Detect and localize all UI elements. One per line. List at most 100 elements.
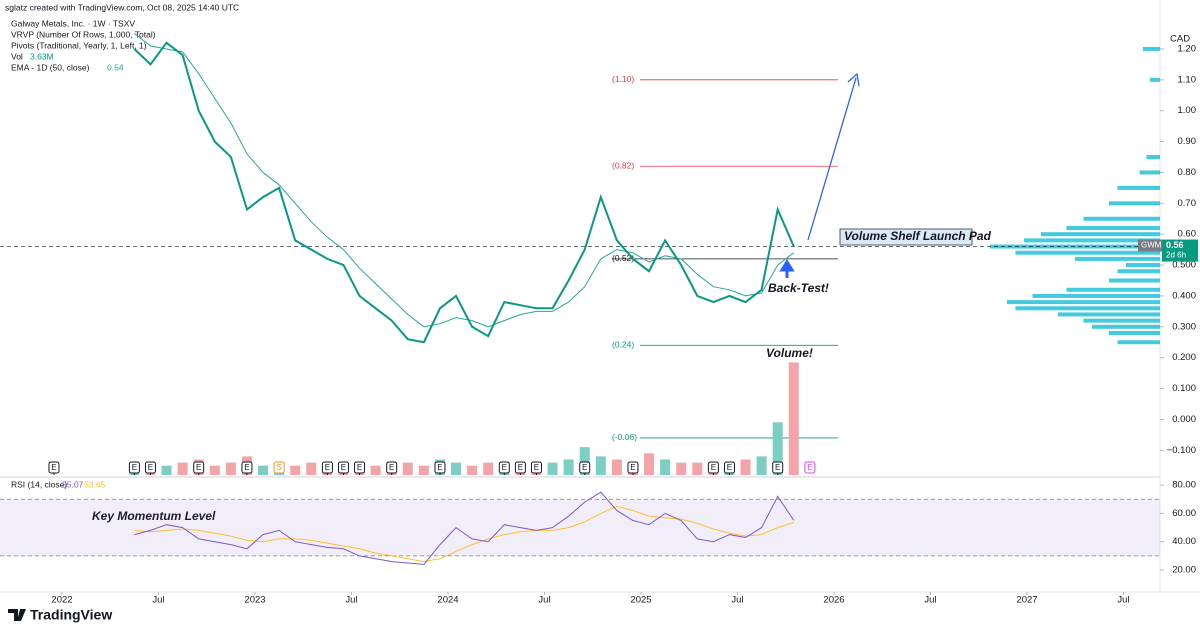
volume-bar bbox=[676, 462, 687, 475]
volume-bar bbox=[756, 456, 767, 475]
x-tick-label: 2026 bbox=[823, 595, 844, 606]
event-label: E bbox=[630, 463, 635, 472]
volume-profile-bar bbox=[1007, 300, 1160, 305]
event-label: E bbox=[148, 463, 153, 472]
legend-rsi-ma: 53.65 bbox=[84, 479, 106, 489]
volume-profile-bar bbox=[1015, 306, 1160, 311]
legend-ema: EMA - 1D (50, close) bbox=[11, 62, 90, 72]
volume-bar bbox=[644, 453, 655, 475]
legend-volume-value: 3.63M bbox=[30, 51, 54, 61]
legend-symbol: Galway Metals, Inc. · 1W · TSXV bbox=[11, 18, 135, 28]
y-tick-label: 0.300 bbox=[1172, 321, 1196, 332]
event-marker bbox=[273, 461, 285, 474]
rsi-tick-label: 40.00 bbox=[1172, 536, 1196, 547]
event-label: E bbox=[389, 463, 394, 472]
annotation-box bbox=[839, 228, 973, 246]
volume-bar bbox=[258, 465, 269, 475]
volume-bar bbox=[418, 465, 429, 475]
ema-line bbox=[134, 33, 795, 328]
event-marker bbox=[627, 461, 639, 474]
volume-bar bbox=[611, 459, 622, 475]
volume-bar bbox=[483, 462, 494, 475]
x-tick-label: 2022 bbox=[51, 595, 72, 606]
event-marker bbox=[241, 461, 253, 474]
y-tick-label: 0.70 bbox=[1178, 198, 1197, 209]
volume-bar bbox=[788, 362, 799, 475]
volume-bar bbox=[370, 465, 381, 475]
event-label: E bbox=[502, 463, 507, 472]
event-label: E bbox=[582, 463, 587, 472]
event-marker bbox=[530, 461, 542, 474]
event-label: E bbox=[196, 463, 201, 472]
event-marker bbox=[434, 461, 446, 474]
volume-bar bbox=[579, 447, 590, 475]
rsi-tick-label: 80.00 bbox=[1172, 480, 1196, 491]
volume-profile-bar bbox=[1066, 287, 1160, 292]
rsi-tick-label: 60.00 bbox=[1172, 508, 1196, 519]
level-label: (0.52) bbox=[612, 253, 634, 263]
event-marker bbox=[498, 461, 510, 474]
event-label: S bbox=[276, 463, 281, 472]
volume-profile-bar bbox=[1146, 155, 1160, 160]
volume-profile-bar bbox=[1066, 226, 1160, 231]
volume-bar bbox=[290, 465, 301, 475]
event-label: E bbox=[132, 463, 137, 472]
volume-profile-bar bbox=[1126, 263, 1160, 268]
up-arrow bbox=[779, 259, 795, 278]
legend-indicator: VRVP (Number Of Rows, 1,000, Total) bbox=[11, 29, 156, 39]
x-tick-label: Jul bbox=[731, 595, 743, 606]
event-marker bbox=[723, 461, 735, 474]
volume-bar bbox=[161, 465, 172, 475]
legend-volume: Vol bbox=[11, 51, 23, 61]
volume-bar bbox=[772, 422, 783, 475]
x-tick-label: 2027 bbox=[1016, 595, 1037, 606]
y-tick-label: 0.80 bbox=[1178, 167, 1197, 178]
event-marker bbox=[579, 461, 591, 474]
volume-profile-bar bbox=[1075, 256, 1160, 261]
y-tick-label: 0.90 bbox=[1178, 136, 1197, 147]
volume-profile-bar bbox=[1032, 293, 1160, 298]
y-tick-label: −0.100 bbox=[1167, 445, 1196, 456]
y-tick-label: 1.10 bbox=[1178, 74, 1197, 85]
ticker-tag-text: GWM bbox=[1141, 241, 1162, 250]
event-marker bbox=[48, 461, 60, 474]
y-tick-label: 0.60 bbox=[1178, 229, 1197, 240]
volume-profile-bar bbox=[1117, 340, 1160, 345]
price-tag-value: 0.56 bbox=[1166, 240, 1184, 250]
event-label: E bbox=[244, 463, 249, 472]
level-label: (0.82) bbox=[612, 161, 634, 171]
y-tick-label: 0.500 bbox=[1172, 260, 1196, 271]
volume-bar bbox=[563, 459, 574, 475]
legend-ema-value: 0.54 bbox=[107, 62, 124, 72]
price-tag-countdown: 2d 6h bbox=[1166, 251, 1186, 260]
level-label: (0.24) bbox=[612, 340, 634, 350]
rsi-ma-line bbox=[134, 505, 794, 563]
y-tick-label: 0.000 bbox=[1172, 414, 1196, 425]
event-marker bbox=[321, 461, 333, 474]
event-label: E bbox=[807, 463, 812, 472]
rsi-line bbox=[134, 491, 795, 565]
volume-bar bbox=[402, 462, 413, 475]
volume-bar bbox=[451, 462, 462, 475]
y-tick-label: 1.20 bbox=[1178, 43, 1197, 54]
arrow-head bbox=[847, 72, 860, 87]
volume-bar bbox=[209, 465, 220, 475]
legend-rsi: RSI (14, close) bbox=[11, 479, 67, 489]
volume-profile-bar bbox=[1143, 46, 1160, 51]
volume-bar bbox=[225, 462, 236, 475]
y-tick-label: 0.200 bbox=[1172, 352, 1196, 363]
y-tick-label: 0.400 bbox=[1172, 290, 1196, 301]
event-marker bbox=[707, 461, 719, 474]
event-marker bbox=[354, 461, 366, 474]
volume-profile-bar bbox=[1024, 238, 1160, 243]
credit: sglatz created with TradingView.com, Oct… bbox=[5, 2, 239, 12]
volume-profile-bar bbox=[1092, 324, 1160, 329]
event-marker bbox=[337, 461, 349, 474]
legend-rsi-value: 55.07 bbox=[62, 479, 84, 489]
y-tick-label: 0.100 bbox=[1172, 383, 1196, 394]
x-tick-label: Jul bbox=[538, 595, 550, 606]
volume-profile-bar bbox=[1117, 185, 1160, 190]
volume-profile-bar bbox=[1058, 312, 1160, 317]
